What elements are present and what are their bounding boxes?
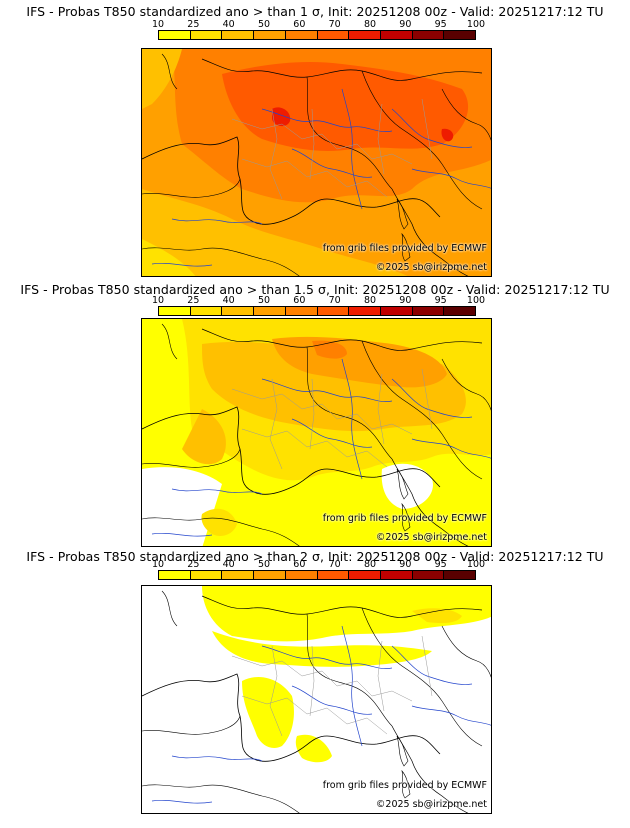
colorbar-tick: 25 bbox=[187, 559, 200, 570]
colorbar-swatch bbox=[317, 31, 350, 39]
colorbar-tick: 40 bbox=[222, 559, 235, 570]
panel-3: IFS - Probas T850 standardized ano > tha… bbox=[0, 546, 630, 828]
copyright: ©2025 sb@irizpme.net bbox=[375, 532, 487, 543]
colorbar: 10 25 40 50 60 70 80 90 95 100 bbox=[152, 559, 485, 583]
probability-map: from grib files provided by ECMWF ©2025 … bbox=[141, 585, 492, 814]
panel-title: IFS - Probas T850 standardized ano > tha… bbox=[26, 4, 604, 19]
colorbar-swatch bbox=[444, 31, 476, 39]
colorbar-tick: 60 bbox=[293, 19, 306, 30]
source-credit: from grib files provided by ECMWF bbox=[322, 243, 487, 254]
colorbar-tick: 10 bbox=[151, 559, 165, 570]
source-credit: from grib files provided by ECMWF bbox=[322, 513, 487, 524]
colorbar: 10 25 40 50 60 70 80 90 95 100 bbox=[152, 295, 485, 319]
colorbar-swatch bbox=[159, 307, 191, 315]
colorbar-tick: 70 bbox=[328, 19, 341, 30]
colorbar-swatch bbox=[380, 307, 413, 315]
colorbar-swatch bbox=[285, 307, 318, 315]
source-credit: from grib files provided by ECMWF bbox=[322, 780, 487, 791]
colorbar-swatch bbox=[285, 31, 318, 39]
colorbar-swatch bbox=[159, 571, 191, 579]
colorbar-tick: 95 bbox=[434, 295, 447, 306]
colorbar-tick: 95 bbox=[434, 19, 447, 30]
colorbar-swatch bbox=[254, 571, 286, 579]
colorbar-swatch bbox=[317, 307, 350, 315]
colorbar-swatch bbox=[412, 307, 445, 315]
colorbar-swatch bbox=[412, 571, 445, 579]
colorbar-swatch bbox=[222, 571, 255, 579]
colorbar-tick: 60 bbox=[293, 295, 306, 306]
colorbar-swatch bbox=[380, 31, 413, 39]
colorbar-tick: 25 bbox=[187, 295, 200, 306]
colorbar-swatch bbox=[190, 571, 223, 579]
colorbar-swatch bbox=[254, 31, 286, 39]
colorbar-swatch bbox=[349, 307, 381, 315]
colorbar-tick: 40 bbox=[222, 19, 235, 30]
colorbar-tick: 10 bbox=[151, 19, 165, 30]
copyright: ©2025 sb@irizpme.net bbox=[375, 799, 487, 810]
colorbar-tick: 80 bbox=[363, 295, 377, 306]
colorbar-swatch bbox=[444, 307, 476, 315]
probability-map: from grib files provided by ECMWF ©2025 … bbox=[141, 48, 492, 277]
colorbar-swatch bbox=[222, 307, 255, 315]
colorbar-tick: 100 bbox=[466, 559, 486, 570]
colorbar-swatch bbox=[349, 571, 381, 579]
colorbar-tick: 60 bbox=[293, 559, 306, 570]
colorbar-boxes bbox=[158, 30, 476, 40]
colorbar-tick: 70 bbox=[328, 559, 341, 570]
colorbar-tick: 50 bbox=[257, 559, 271, 570]
panel-2: IFS - Probas T850 standardized ano > tha… bbox=[0, 276, 630, 547]
colorbar-tick: 95 bbox=[434, 559, 447, 570]
colorbar-swatch bbox=[190, 307, 223, 315]
colorbar-boxes bbox=[158, 306, 476, 316]
colorbar-tick: 90 bbox=[399, 559, 412, 570]
colorbar-tick: 80 bbox=[363, 559, 377, 570]
colorbar-swatch bbox=[380, 571, 413, 579]
colorbar-swatch bbox=[254, 307, 286, 315]
colorbar-tick: 100 bbox=[466, 19, 486, 30]
colorbar-swatch bbox=[412, 31, 445, 39]
colorbar-tick: 90 bbox=[399, 19, 412, 30]
colorbar-tick: 10 bbox=[151, 295, 165, 306]
probability-map: from grib files provided by ECMWF ©2025 … bbox=[141, 318, 492, 547]
colorbar-swatch bbox=[317, 571, 350, 579]
colorbar-tick: 25 bbox=[187, 19, 200, 30]
colorbar-swatch bbox=[444, 571, 476, 579]
colorbar-tick: 100 bbox=[466, 295, 486, 306]
panel-1: IFS - Probas T850 standardized ano > tha… bbox=[0, 0, 630, 277]
colorbar-boxes bbox=[158, 570, 476, 580]
colorbar-tick: 80 bbox=[363, 19, 377, 30]
colorbar-swatch bbox=[222, 31, 255, 39]
colorbar-swatch bbox=[285, 571, 318, 579]
colorbar-tick: 40 bbox=[222, 295, 235, 306]
copyright: ©2025 sb@irizpme.net bbox=[375, 262, 487, 273]
colorbar-swatch bbox=[349, 31, 381, 39]
colorbar-swatch bbox=[190, 31, 223, 39]
colorbar-tick: 50 bbox=[257, 19, 271, 30]
colorbar-tick: 50 bbox=[257, 295, 271, 306]
colorbar-tick: 70 bbox=[328, 295, 341, 306]
panel-title: IFS - Probas T850 standardized ano > tha… bbox=[20, 282, 610, 297]
colorbar-swatch bbox=[159, 31, 191, 39]
colorbar: 10 25 40 50 60 70 80 90 95 100 bbox=[152, 19, 485, 43]
panel-title: IFS - Probas T850 standardized ano > tha… bbox=[26, 549, 604, 564]
colorbar-tick: 90 bbox=[399, 295, 412, 306]
